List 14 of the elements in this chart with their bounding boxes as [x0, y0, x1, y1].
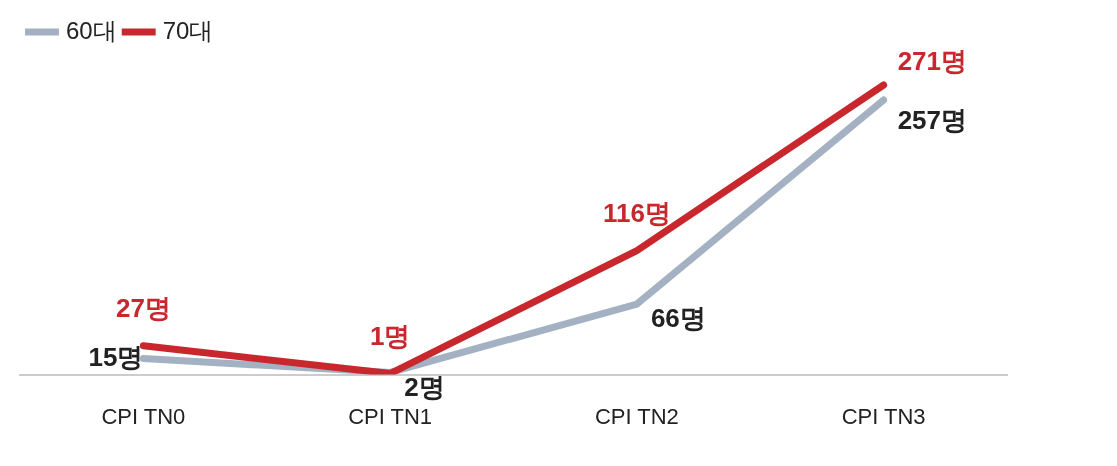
data-label: 27명	[115, 292, 171, 323]
legend-label: 60대	[66, 16, 117, 44]
x-tick-label: CPI TN0	[101, 403, 186, 429]
data-label: 2명	[404, 371, 445, 402]
x-tick-label: CPI TN3	[841, 403, 926, 429]
legend-label: 70대	[162, 16, 214, 44]
data-label: 116명	[602, 197, 671, 228]
x-tick-label: CPI TN1	[348, 403, 433, 429]
data-label: 15명	[88, 341, 144, 372]
data-label: 257명	[897, 105, 968, 136]
data-label: 66명	[650, 303, 706, 334]
data-label: 1명	[369, 320, 411, 351]
x-tick-label: CPI TN2	[594, 403, 679, 429]
data-label: 271명	[897, 46, 968, 77]
